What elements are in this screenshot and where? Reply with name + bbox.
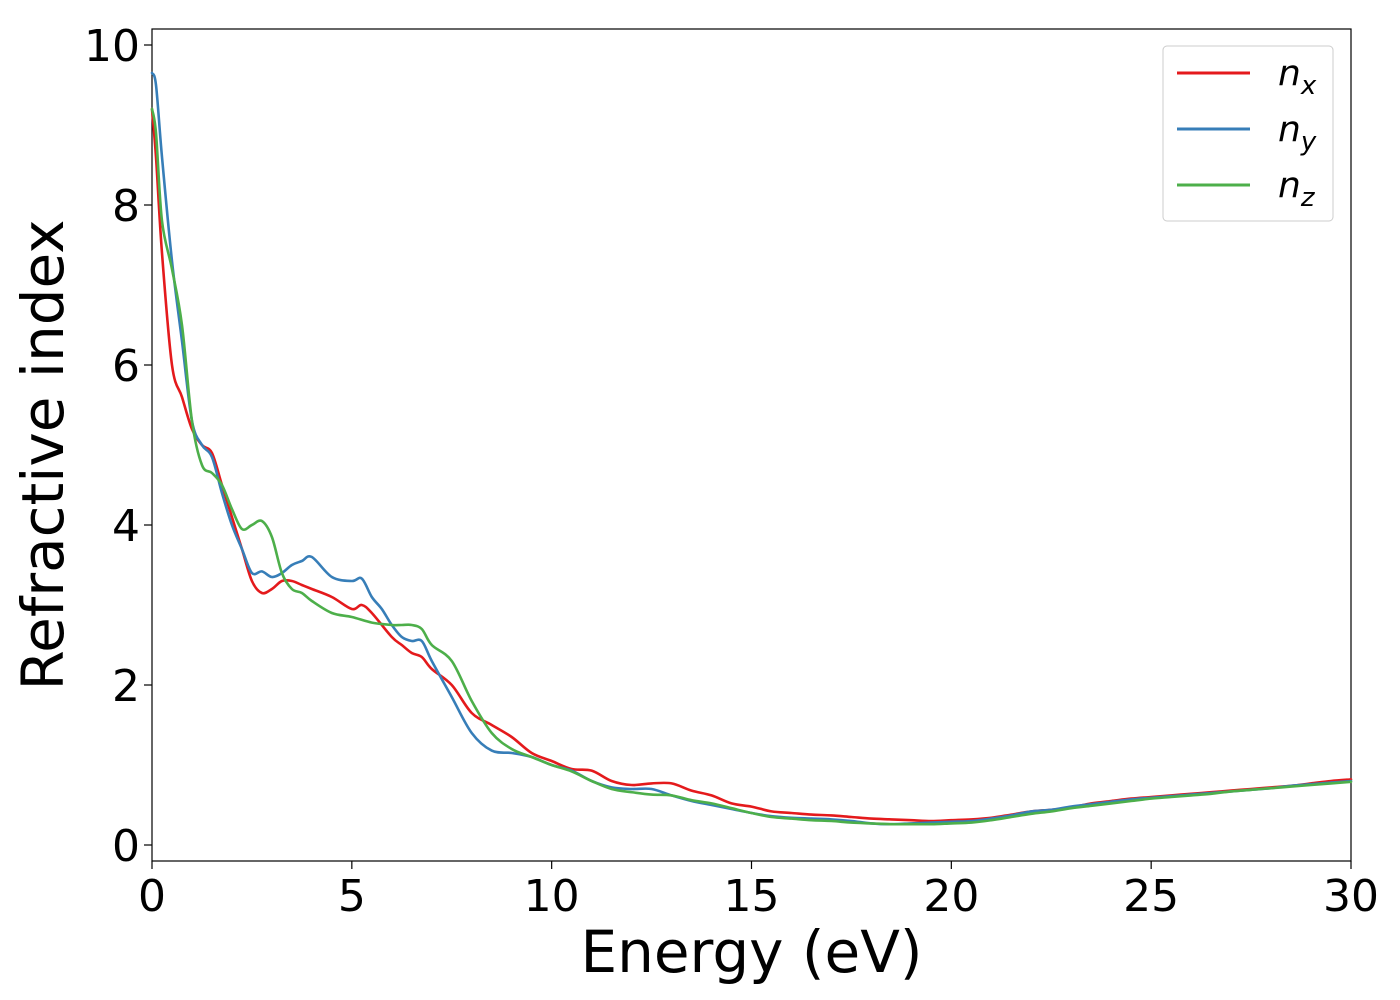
- y-tick-label: 8: [112, 181, 140, 232]
- x-tick-label: 10: [524, 871, 580, 922]
- legend-label-nz: nz: [1278, 165, 1316, 213]
- legend-label-ny: ny: [1278, 109, 1317, 157]
- x-tick-label: 25: [1123, 871, 1179, 922]
- series-line-ny: [150, 71, 1353, 826]
- x-tick-label: 20: [923, 871, 979, 922]
- series-line-nz: [150, 107, 1353, 826]
- series-lines: [150, 71, 1353, 826]
- legend-label-base: n: [1278, 165, 1301, 206]
- legend-label-base: n: [1278, 53, 1301, 94]
- y-tick-label: 10: [84, 21, 140, 72]
- y-axis-ticks: 0 2 4 6 8 10: [84, 21, 152, 872]
- x-tick-label: 15: [724, 871, 780, 922]
- x-tick-label: 0: [138, 871, 166, 922]
- y-tick-label: 0: [112, 821, 140, 872]
- x-tick-label: 5: [338, 871, 366, 922]
- x-axis-ticks: 0 5 10 15 20 25 30: [138, 861, 1379, 922]
- x-axis-label: Energy (eV): [580, 918, 922, 986]
- y-tick-label: 6: [112, 341, 140, 392]
- x-tick-label: 30: [1323, 871, 1379, 922]
- y-tick-label: 2: [112, 661, 140, 712]
- y-axis-label: Refractive index: [9, 219, 77, 690]
- legend-label-base: n: [1278, 109, 1301, 150]
- legend-label-nx: nx: [1278, 53, 1317, 101]
- legend-label-subscript: z: [1300, 183, 1316, 213]
- legend-label-subscript: y: [1300, 127, 1317, 157]
- legend-label-subscript: x: [1300, 71, 1317, 101]
- legend-box: [1162, 45, 1334, 222]
- y-tick-label: 4: [112, 501, 140, 552]
